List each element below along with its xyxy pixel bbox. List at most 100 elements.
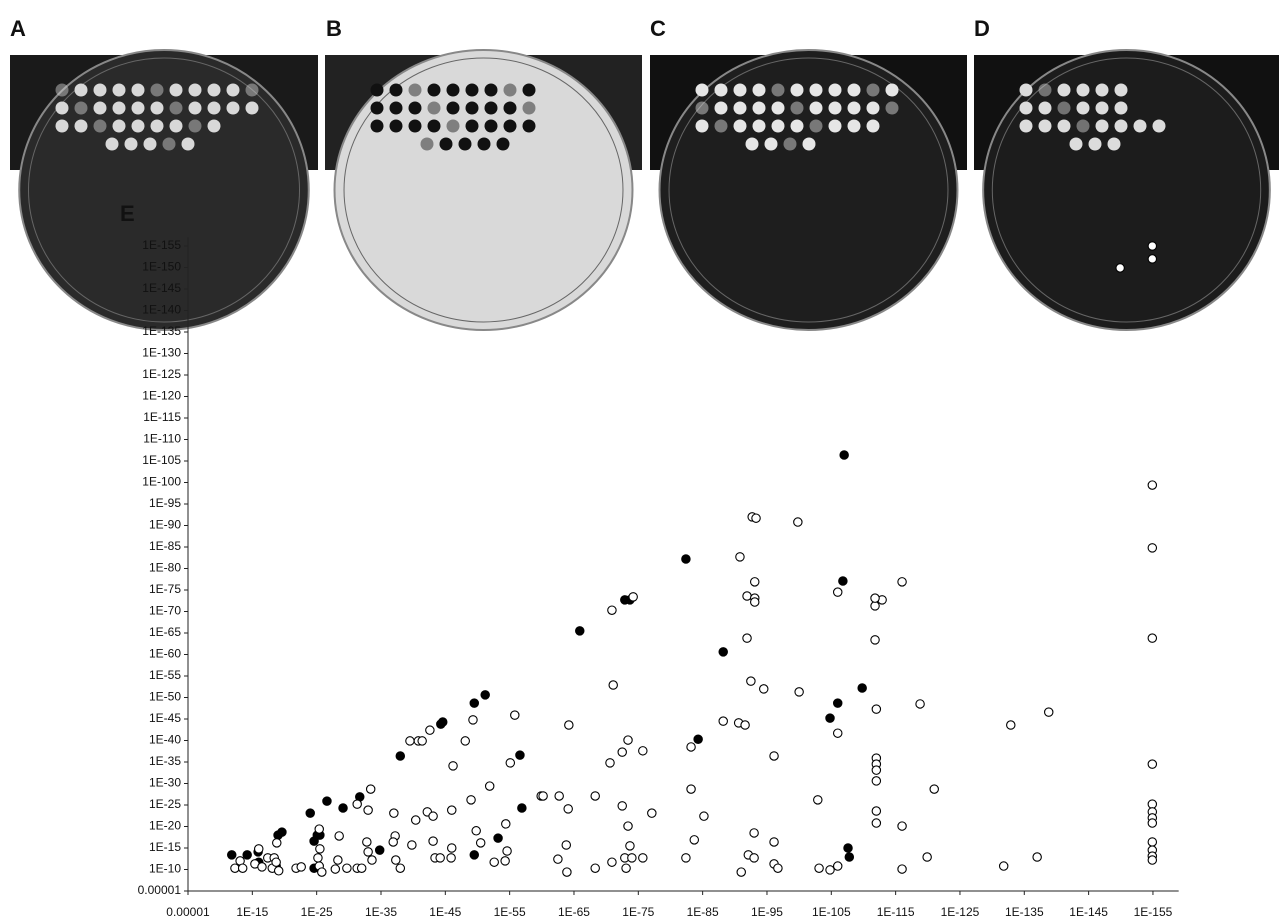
data-point — [410, 815, 421, 825]
data-point — [365, 784, 376, 794]
data-point — [1147, 480, 1158, 490]
data-point — [621, 863, 631, 873]
colony-spot — [484, 101, 498, 115]
colony-spot — [866, 83, 880, 97]
data-point — [510, 710, 520, 720]
data-point — [608, 680, 618, 690]
colony-spot — [885, 101, 899, 115]
petri-dish — [333, 49, 634, 331]
colony-spot — [188, 101, 202, 115]
colony-spot — [446, 101, 460, 115]
colony-spot — [484, 83, 498, 97]
data-point — [313, 853, 323, 863]
panel-label: D — [974, 16, 990, 41]
data-point — [1147, 837, 1158, 847]
y-tick-label: 0.00001 — [138, 883, 182, 897]
data-point — [363, 805, 373, 815]
data-point — [871, 806, 882, 816]
colony-spot — [112, 101, 126, 115]
data-point — [362, 837, 372, 847]
colony-spot — [790, 101, 804, 115]
colony-spot — [427, 119, 441, 133]
data-point — [638, 746, 648, 756]
data-point — [1147, 818, 1158, 828]
data-point — [897, 577, 907, 587]
data-point — [897, 821, 907, 831]
y-tick-label: 1E-40 — [149, 733, 181, 747]
data-point — [448, 761, 458, 771]
colony-spot — [370, 83, 384, 97]
colony-spot — [1095, 101, 1109, 115]
data-point — [870, 593, 880, 603]
colony-spot — [370, 101, 384, 115]
colony-spot — [143, 137, 157, 151]
data-point — [296, 862, 306, 872]
data-point — [468, 715, 478, 725]
data-point — [623, 821, 633, 831]
data-point — [501, 819, 511, 829]
panel-label: A — [10, 16, 26, 41]
colony-spot — [1114, 101, 1128, 115]
colony-spot — [465, 119, 479, 133]
data-point — [742, 633, 752, 643]
colony-spot — [809, 101, 823, 115]
colony-spot — [124, 137, 138, 151]
data-point — [1147, 633, 1158, 643]
data-point — [317, 867, 327, 877]
data-point — [273, 866, 284, 876]
data-point — [475, 838, 486, 848]
colony-spot — [771, 83, 785, 97]
data-point — [428, 811, 438, 821]
colony-spot — [1038, 83, 1052, 97]
colony-spot — [1038, 101, 1052, 115]
colony-spot — [733, 83, 747, 97]
colony-spot — [245, 101, 259, 115]
data-point — [338, 803, 348, 813]
data-point — [929, 784, 939, 794]
data-point — [735, 552, 745, 562]
data-point — [871, 776, 882, 786]
colony-spot — [389, 119, 403, 133]
data-point — [553, 854, 563, 864]
data-point — [922, 852, 932, 862]
colony-spot — [93, 101, 107, 115]
data-point — [699, 811, 709, 821]
colony-spot — [408, 101, 422, 115]
data-point — [769, 751, 779, 761]
x-tick-label: 0.00001 — [166, 905, 210, 919]
y-tick-label: 1E-45 — [149, 711, 181, 725]
data-point — [871, 765, 882, 775]
colony-spot — [131, 101, 145, 115]
y-tick-label: 1E-145 — [142, 281, 181, 295]
x-tick-label: 1E-25 — [301, 905, 333, 919]
x-tick-label: 1E-75 — [622, 905, 654, 919]
data-point — [1032, 852, 1042, 862]
data-point — [773, 863, 783, 873]
data-point — [1147, 543, 1158, 553]
data-point — [844, 852, 855, 862]
y-tick-label: 1E-55 — [149, 668, 181, 682]
y-tick-label: 1E-25 — [149, 797, 181, 811]
data-point — [1147, 799, 1158, 809]
panel-label: C — [650, 16, 666, 41]
colony-spot — [408, 119, 422, 133]
colony-spot — [828, 83, 842, 97]
colony-spot — [169, 83, 183, 97]
petri-dish — [982, 49, 1271, 331]
data-point — [759, 684, 769, 694]
data-point — [627, 853, 637, 863]
y-tick-label: 1E-90 — [149, 518, 181, 532]
data-point — [1147, 241, 1158, 251]
data-point — [517, 803, 527, 813]
colony-spot — [389, 83, 403, 97]
y-tick-label: 1E-155 — [142, 238, 181, 252]
data-point — [493, 833, 503, 843]
data-point — [395, 863, 406, 873]
x-tick-label: 1E-135 — [1005, 905, 1044, 919]
colony-spot — [790, 83, 804, 97]
data-point — [1043, 707, 1054, 717]
data-point — [825, 865, 835, 875]
colony-spot — [1019, 101, 1033, 115]
colony-spot — [752, 83, 766, 97]
data-point — [466, 795, 476, 805]
